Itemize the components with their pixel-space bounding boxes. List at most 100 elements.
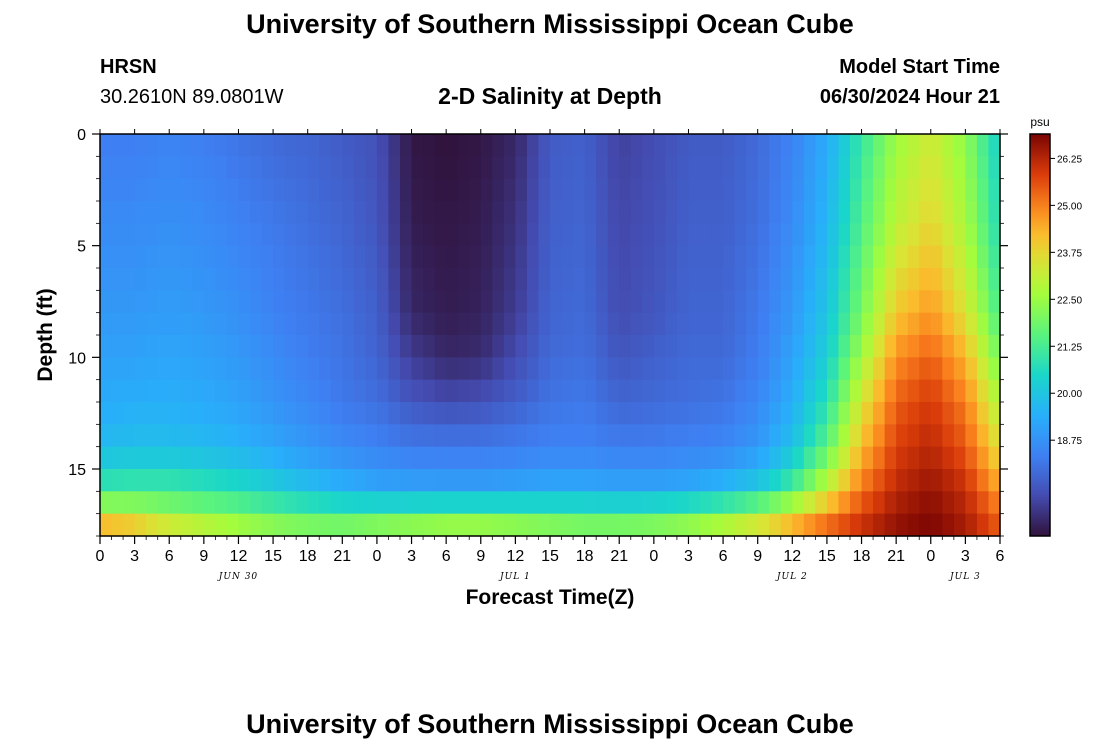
heatmap-cell [365, 491, 378, 515]
heatmap-cell [953, 201, 966, 224]
heatmap-cell [100, 312, 113, 336]
heatmap-cell [169, 178, 182, 202]
heatmap-cell [423, 290, 436, 314]
heatmap-cell [538, 156, 551, 180]
heatmap-cell [457, 379, 470, 403]
heatmap-cell [838, 156, 851, 180]
colorbar-tick-label: 26.25 [1057, 154, 1082, 165]
heatmap-cell [284, 201, 297, 224]
heatmap-cell [919, 201, 932, 224]
x-tick-label: 9 [753, 548, 762, 565]
heatmap-cell [803, 357, 816, 381]
heatmap-cell [250, 134, 263, 157]
heatmap-cell [550, 469, 563, 492]
heatmap-cell [815, 379, 828, 403]
heatmap-cell [953, 513, 966, 537]
heatmap-cell [284, 290, 297, 314]
heatmap-cell [480, 223, 493, 247]
heatmap-cell [965, 312, 978, 336]
heatmap-cell [376, 402, 390, 425]
heatmap-cell [676, 513, 690, 537]
heatmap-cell [953, 402, 966, 425]
heatmap-cell [780, 357, 793, 381]
heatmap-cell [711, 379, 724, 403]
heatmap-cell [607, 491, 620, 515]
heatmap-cell [134, 357, 147, 381]
heatmap-cell [469, 469, 482, 492]
heatmap-cell [815, 469, 828, 492]
heatmap-cell [250, 156, 263, 180]
heatmap-cell [850, 424, 863, 448]
chart-subtitle: 2-D Salinity at Depth [438, 83, 662, 109]
heatmap-cell [700, 245, 713, 269]
heatmap-cell [676, 312, 690, 336]
heatmap-cell [330, 357, 343, 381]
heatmap-cell [261, 312, 274, 336]
heatmap-cell [457, 402, 470, 425]
heatmap-cell [769, 223, 782, 247]
heatmap-cell [826, 446, 840, 470]
heatmap-cell [515, 513, 528, 537]
heatmap-cell [780, 290, 793, 314]
heatmap-cell [388, 134, 401, 157]
heatmap-cell [561, 491, 574, 515]
heatmap-cell [988, 156, 1001, 180]
heatmap-cell [573, 424, 586, 448]
heatmap-cell [296, 201, 309, 224]
heatmap-cell [111, 156, 124, 180]
y-tick-label: 0 [77, 127, 86, 144]
station-coordinates: 30.2610N 89.0801W [100, 86, 284, 108]
heatmap-cell [284, 223, 297, 247]
heatmap-cell [307, 424, 320, 448]
heatmap-cell [746, 513, 759, 537]
heatmap-cell [526, 268, 540, 291]
heatmap-cell [111, 268, 124, 291]
heatmap-cell [826, 178, 840, 202]
heatmap-cell [180, 446, 193, 470]
heatmap-cell [942, 357, 955, 381]
heatmap-cell [480, 178, 493, 202]
x-tick-label: 15 [818, 548, 836, 565]
heatmap-cell [700, 268, 713, 291]
heatmap-cell [284, 245, 297, 269]
heatmap-cell [584, 513, 597, 537]
heatmap-cell [376, 156, 390, 180]
heatmap-cell [619, 223, 632, 247]
heatmap-cell [596, 446, 609, 470]
heatmap-cell [515, 335, 528, 358]
heatmap-cell [480, 268, 493, 291]
heatmap-cell [353, 402, 366, 425]
heatmap-cell [238, 402, 251, 425]
heatmap-cell [942, 513, 955, 537]
heatmap-cell [976, 379, 990, 403]
heatmap-cell [711, 290, 724, 314]
heatmap-cell [134, 335, 147, 358]
heatmap-cell [157, 469, 170, 492]
heatmap-cell [723, 312, 736, 336]
heatmap-cell [676, 379, 690, 403]
heatmap-cell [700, 402, 713, 425]
heatmap-cell [261, 134, 274, 157]
heatmap-cell [480, 513, 493, 537]
heatmap-cell [746, 290, 759, 314]
heatmap-cell [157, 312, 170, 336]
heatmap-cell [434, 245, 447, 269]
heatmap-cell [226, 446, 240, 470]
heatmap-cell [930, 513, 943, 537]
heatmap-cell [411, 379, 424, 403]
heatmap-cell [215, 424, 228, 448]
heatmap-cell [988, 201, 1001, 224]
heatmap-cell [930, 178, 943, 202]
heatmap-cell [215, 201, 228, 224]
heatmap-cell [630, 312, 643, 336]
heatmap-cell [284, 312, 297, 336]
heatmap-cell [573, 156, 586, 180]
heatmap-cell [238, 312, 251, 336]
heatmap-cell [146, 335, 159, 358]
heatmap-cell [769, 491, 782, 515]
heatmap-cell [388, 268, 401, 291]
heatmap-cell [584, 156, 597, 180]
heatmap-cell [146, 469, 159, 492]
heatmap-cell [215, 223, 228, 247]
heatmap-cell [896, 513, 909, 537]
